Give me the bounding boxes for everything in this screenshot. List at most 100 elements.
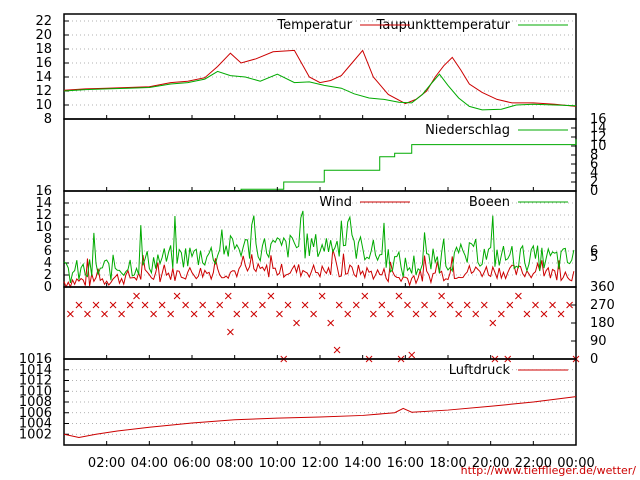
direction-point (233, 310, 241, 318)
direction-point (216, 301, 224, 309)
direction-point (387, 310, 394, 318)
direction-point (150, 310, 157, 318)
x-tick-label: 16:00 (387, 456, 424, 471)
y-tick-label: 16 (590, 112, 607, 127)
y-tick-label: 1016 (19, 352, 52, 367)
direction-point (335, 301, 343, 309)
x-tick-label: 18:00 (429, 456, 466, 471)
direction-point (429, 310, 437, 318)
direction-point (109, 301, 117, 309)
y-tick-label: 14 (35, 70, 52, 85)
y-tick-label: 6 (590, 157, 598, 172)
y-tick-label: 14 (35, 196, 52, 211)
y-tick-label: 6 (44, 244, 52, 259)
direction-point (158, 301, 166, 309)
legend-label: Luftdruck (449, 363, 511, 378)
y-tick-label: 2 (590, 175, 598, 190)
direction-point (421, 301, 428, 309)
direction-point (395, 292, 403, 300)
y-tick-label: 360 (590, 280, 615, 295)
legend-label: Boeen (469, 195, 510, 210)
direction-point (352, 301, 360, 309)
direction-point (463, 301, 471, 309)
y-tick-label: 1014 (19, 363, 52, 378)
y-tick-label: 12 (35, 84, 52, 99)
y-tick-label: 2 (44, 268, 52, 283)
y-tick-label: 180 (590, 316, 615, 331)
y-tick-label: 10 (590, 139, 607, 154)
direction-point (167, 310, 175, 318)
direction-point (361, 292, 369, 300)
direction-point (141, 301, 149, 309)
direction-point (369, 310, 377, 318)
x-tick-label: 12:00 (301, 456, 338, 471)
direction-point (497, 310, 505, 318)
direction-point (284, 301, 292, 309)
y-tick-label: 8 (44, 232, 52, 247)
y-tick-label: 270 (590, 298, 615, 313)
direction-point (438, 292, 445, 300)
credit-url: http://www.tiefflieger.de/wetter/ (461, 464, 637, 477)
direction-point (133, 292, 140, 300)
direction-point (267, 292, 275, 300)
direction-point (446, 301, 454, 309)
y-tick-label: 16 (35, 56, 52, 71)
direction-point (259, 301, 266, 309)
direction-point (549, 301, 556, 309)
y-tick-label: 1006 (19, 406, 52, 421)
direction-point (276, 310, 283, 318)
direction-point (318, 292, 326, 300)
y-tick-label: 1008 (19, 395, 52, 410)
direction-point (301, 301, 309, 309)
y-tick-label: 10 (35, 220, 52, 235)
y-tick-label: 1004 (19, 417, 52, 432)
y-tick-label: 16 (35, 184, 52, 199)
y-tick-label: 0 (44, 280, 52, 295)
x-tick-label: 14:00 (344, 456, 381, 471)
direction-point (224, 292, 232, 300)
series-line-wind (63, 249, 575, 289)
legend-label: Niederschlag (425, 123, 510, 138)
direction-point (344, 310, 352, 318)
direction-point (227, 328, 234, 336)
direction-point (408, 351, 416, 359)
right-tick-label: 6 (590, 244, 598, 259)
direction-point (523, 310, 531, 318)
y-tick-label: 22 (35, 14, 52, 29)
direction-point (310, 310, 317, 318)
y-tick-label: 90 (590, 334, 607, 349)
direction-point (173, 292, 181, 300)
y-tick-label: 18 (35, 42, 52, 57)
direction-point (404, 301, 411, 309)
y-tick-label: 1010 (19, 384, 52, 399)
direction-point (241, 301, 249, 309)
direction-point (293, 319, 300, 327)
y-tick-label: 0 (590, 184, 598, 199)
y-tick-label: 8 (590, 148, 598, 163)
direction-point (333, 346, 341, 354)
series-line-taupunkttemperatur (63, 70, 577, 111)
direction-point (378, 301, 386, 309)
series-line-boeen (63, 210, 575, 284)
direction-point (506, 301, 514, 309)
direction-point (489, 319, 497, 327)
direction-point (412, 310, 420, 318)
y-tick-label: 1002 (19, 427, 52, 442)
direction-point (126, 301, 134, 309)
direction-point (532, 301, 539, 309)
direction-point (84, 310, 91, 318)
series-line-temperatur (63, 49, 577, 107)
direction-point (118, 310, 125, 318)
direction-point (101, 310, 108, 318)
direction-point (540, 310, 548, 318)
x-tick-label: 20:00 (472, 456, 509, 471)
x-tick-label: 08:00 (216, 456, 253, 471)
direction-point (199, 301, 207, 309)
x-tick-label: 10:00 (259, 456, 296, 471)
y-tick-label: 0 (590, 352, 598, 367)
direction-point (455, 310, 463, 318)
direction-point (566, 301, 573, 309)
direction-point (480, 301, 488, 309)
direction-point (75, 301, 83, 309)
legend-label: Wind (319, 195, 352, 210)
